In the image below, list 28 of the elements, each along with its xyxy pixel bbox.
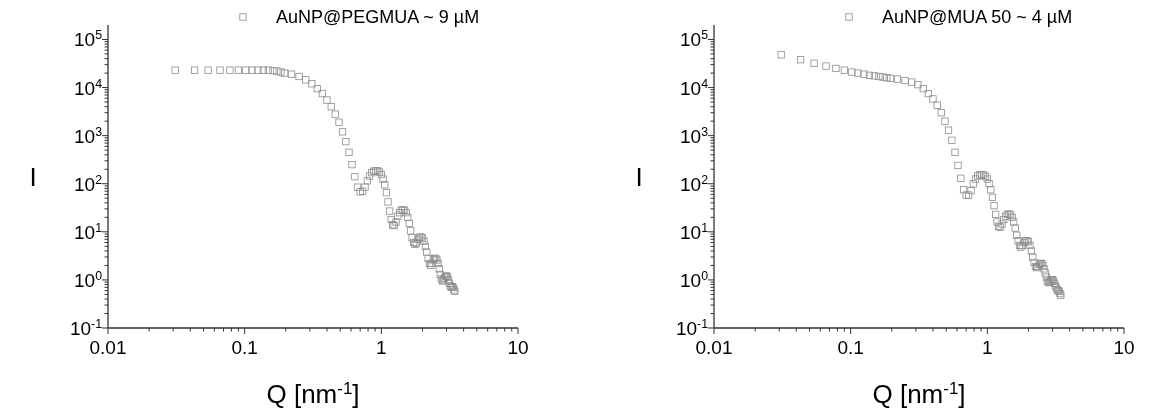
y-tick-label: 10$^{5}$ <box>73 28 103 51</box>
y-tick-label: 10$^{2}$ <box>679 172 709 195</box>
y-tick-label: 10$^{5}$ <box>679 28 709 51</box>
x-tick-label: 10 <box>1113 337 1135 358</box>
y-tick-label: 10$^{1}$ <box>679 220 709 243</box>
y-tick-label: 10$^{4}$ <box>73 76 103 99</box>
x-axis-title: Q [nm$^{-1}$] <box>266 378 360 409</box>
x-tick-label: 10 <box>507 337 529 358</box>
y-tick-label: 10$^{3}$ <box>679 124 709 147</box>
y-tick-label: 10$^{4}$ <box>679 76 709 99</box>
y-axis-title: I <box>29 161 37 192</box>
x-tick-label: 1 <box>376 337 387 358</box>
x-tick-label: 0.01 <box>89 337 127 358</box>
y-tick-label: 10$^{3}$ <box>73 124 103 147</box>
x-tick-label: 0.01 <box>695 337 733 358</box>
x-tick-label: 1 <box>982 337 993 358</box>
legend-label: AuNP@MUA 50 ~ 4 µM <box>882 7 1073 27</box>
y-axis-title: I <box>635 161 643 192</box>
x-tick-label: 0.1 <box>837 337 864 358</box>
y-tick-label: 10$^{-1}$ <box>675 317 709 339</box>
y-tick-label: 10$^{0}$ <box>679 268 709 291</box>
legend-label: AuNP@PEGMUA ~ 9 µM <box>276 7 480 27</box>
y-tick-label: 10$^{2}$ <box>73 172 103 195</box>
y-tick-label: 10$^{-1}$ <box>69 317 103 339</box>
x-axis-title: Q [nm$^{-1}$] <box>872 378 966 409</box>
x-tick-label: 0.1 <box>231 337 258 358</box>
y-tick-label: 10$^{0}$ <box>73 268 103 291</box>
y-tick-label: 10$^{1}$ <box>73 220 103 243</box>
